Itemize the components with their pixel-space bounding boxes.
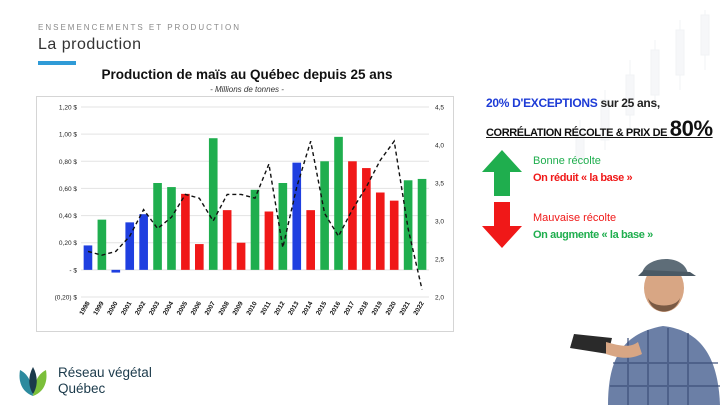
bar bbox=[417, 178, 427, 270]
exceptions-rest: sur 25 ans, bbox=[597, 96, 660, 110]
y-tick-label: 1,20 $ bbox=[59, 105, 77, 112]
x-tick-label: 2011 bbox=[260, 300, 273, 316]
exceptions-highlight: 20% D'EXCEPTIONS bbox=[486, 96, 598, 110]
y-tick-label: - $ bbox=[69, 267, 77, 274]
bar bbox=[195, 244, 204, 270]
background-candlestick-decoration bbox=[575, 10, 710, 170]
section-kicker: ENSEMENCEMENTS ET PRODUCTION bbox=[38, 23, 241, 32]
correlation-percent: 80% bbox=[669, 116, 713, 141]
bar bbox=[278, 183, 288, 270]
y-tick-label: 0,40 $ bbox=[59, 213, 77, 220]
x-tick-label: 2017 bbox=[343, 300, 356, 316]
x-tick-label: 2013 bbox=[287, 300, 300, 316]
page-title: La production bbox=[38, 36, 142, 53]
bar bbox=[264, 211, 274, 270]
x-tick-label: 2006 bbox=[190, 300, 203, 316]
bar bbox=[208, 138, 218, 270]
y2-tick-label: 3,0 bbox=[435, 219, 444, 226]
bar bbox=[97, 219, 107, 270]
reseau-vegetal-logo-icon bbox=[19, 367, 47, 396]
x-tick-label: 2019 bbox=[371, 300, 384, 316]
bar bbox=[222, 210, 232, 270]
bar bbox=[348, 161, 357, 270]
good-harvest-action: On réduit « la base » bbox=[533, 172, 633, 184]
y-tick-label: 0,60 $ bbox=[59, 186, 77, 193]
bad-harvest-label: Mauvaise récolte bbox=[533, 212, 617, 224]
exceptions-headline: 20% D'EXCEPTIONS sur 25 ans, bbox=[486, 96, 660, 110]
x-tick-label: 2021 bbox=[399, 300, 412, 316]
bar bbox=[292, 162, 302, 270]
bar bbox=[181, 193, 190, 270]
bar bbox=[375, 192, 385, 270]
x-tick-label: 2012 bbox=[273, 300, 286, 316]
y-tick-label: (0,20) $ bbox=[55, 295, 78, 302]
bar bbox=[83, 245, 93, 270]
correlation-text: CORRÉLATION RÉCOLTE & PRIX DE bbox=[486, 127, 670, 139]
x-tick-label: 2008 bbox=[218, 300, 231, 316]
corn-production-chart: (0,20) $ - $ 0,20 $ 0,40 $ 0,60 $ 0,80 $ 1,00 … bbox=[55, 105, 445, 317]
bar bbox=[111, 269, 121, 273]
bar bbox=[125, 222, 135, 270]
x-tick-label: 2018 bbox=[357, 300, 370, 316]
x-tick-label: 2010 bbox=[245, 300, 258, 316]
bar bbox=[250, 189, 260, 270]
x-tick-label: 2016 bbox=[329, 300, 342, 316]
brand-line-2: Québec bbox=[58, 381, 106, 396]
chart-frame: (0,20) $ - $ 0,20 $ 0,40 $ 0,60 $ 0,80 $ 1,00 … bbox=[36, 96, 454, 332]
y-tick-label: 1,00 $ bbox=[59, 132, 77, 139]
x-tick-label: 2009 bbox=[232, 300, 245, 316]
chart-title: Production de maïs au Québec depuis 25 a… bbox=[101, 67, 393, 82]
bar bbox=[334, 136, 343, 270]
chart-subtitle: - Millions de tonnes - bbox=[210, 85, 284, 94]
x-tick-label: 2015 bbox=[315, 300, 328, 316]
bar bbox=[153, 183, 162, 270]
correlation-headline: CORRÉLATION RÉCOLTE & PRIX DE 80% bbox=[486, 116, 713, 142]
x-tick-label: 2014 bbox=[301, 300, 314, 316]
bar bbox=[167, 187, 176, 270]
y-tick-label: 0,20 $ bbox=[59, 240, 77, 247]
bar bbox=[306, 210, 315, 270]
x-tick-label: 1998 bbox=[78, 300, 91, 316]
bad-harvest-action: On augmente « la base » bbox=[533, 229, 653, 241]
x-tick-label: 2004 bbox=[162, 300, 175, 316]
x-tick-label: 2005 bbox=[176, 300, 189, 316]
x-tick-label: 2000 bbox=[106, 300, 119, 316]
x-tick-label: 2020 bbox=[385, 300, 398, 316]
title-underline bbox=[38, 61, 76, 65]
x-tick-label: 2002 bbox=[134, 300, 147, 316]
y2-tick-label: 2,0 bbox=[435, 295, 444, 302]
x-tick-label: 2001 bbox=[120, 300, 133, 316]
y2-tick-label: 2,5 bbox=[435, 257, 444, 264]
y2-tick-label: 4,0 bbox=[435, 143, 444, 150]
x-tick-label: 1999 bbox=[92, 300, 105, 316]
bar bbox=[362, 168, 371, 270]
good-harvest-label: Bonne récolte bbox=[533, 155, 601, 167]
bar bbox=[389, 200, 399, 270]
brand-line-1: Réseau végétal bbox=[58, 365, 152, 380]
bar bbox=[320, 161, 329, 270]
y2-tick-label: 4,5 bbox=[435, 105, 444, 112]
farmer-with-tablet-image bbox=[570, 258, 720, 405]
bar bbox=[139, 214, 148, 270]
x-tick-label: 2003 bbox=[148, 300, 161, 316]
y2-tick-label: 3,5 bbox=[435, 181, 444, 188]
x-tick-label: 2007 bbox=[204, 300, 217, 316]
bar bbox=[236, 242, 246, 270]
price-line bbox=[87, 139, 423, 290]
brand-name: Réseau végétal Québec bbox=[58, 365, 152, 397]
y-tick-label: 0,80 $ bbox=[59, 159, 77, 166]
bar bbox=[403, 180, 413, 270]
arrow-down-icon bbox=[482, 202, 522, 248]
x-tick-label: 2022 bbox=[412, 300, 425, 316]
arrow-up-icon bbox=[482, 150, 522, 196]
